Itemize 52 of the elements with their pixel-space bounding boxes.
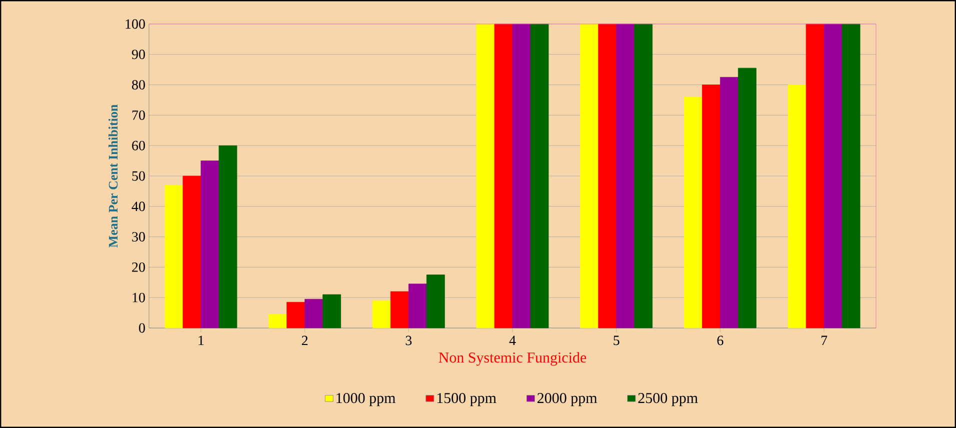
x-tick-label: 6	[717, 336, 724, 346]
bar	[842, 24, 860, 328]
bar	[788, 84, 806, 328]
legend-label: 2000 ppm	[538, 392, 598, 406]
x-axis-title: Non Systemic Fungicide	[438, 352, 586, 366]
bar	[580, 24, 599, 328]
y-tick-label: 80	[132, 80, 145, 90]
y-tick-label: 0	[139, 323, 145, 333]
legend-label: 1500 ppm	[437, 392, 496, 406]
y-tick-label: 10	[132, 292, 145, 302]
bar	[634, 24, 653, 328]
x-tick-label: 5	[614, 336, 620, 346]
bar	[286, 302, 305, 328]
y-tick-label: 40	[132, 202, 145, 212]
bar	[738, 68, 756, 328]
bar	[268, 314, 287, 328]
bar	[476, 24, 495, 328]
bar	[598, 24, 617, 328]
bar	[218, 145, 238, 328]
y-tick-label: 90	[132, 50, 145, 60]
bar	[684, 96, 702, 328]
bar	[720, 76, 738, 328]
x-tick-label: 4	[509, 336, 516, 346]
bar	[322, 294, 341, 328]
bar	[390, 291, 409, 328]
bar	[702, 84, 720, 328]
y-tick-label: 100	[126, 19, 145, 29]
bar	[530, 24, 549, 328]
y-tick-label: 70	[132, 110, 145, 120]
bar	[200, 160, 220, 328]
bar	[164, 184, 184, 328]
legend-label: 1000 ppm	[336, 392, 396, 406]
bar	[616, 24, 635, 328]
y-tick-label: 20	[132, 262, 145, 272]
x-tick-label: 7	[821, 336, 828, 345]
y-tick-label: 60	[132, 140, 145, 150]
legend-label: 2500 ppm	[638, 392, 698, 406]
bar	[512, 24, 531, 328]
bar	[494, 24, 513, 328]
bar	[426, 274, 445, 328]
x-tick-label: 3	[406, 336, 412, 346]
bar	[824, 24, 842, 328]
bar	[372, 300, 391, 328]
y-axis-title: Mean Per Cent Inhibition	[108, 104, 118, 248]
y-tick-label: 50	[132, 171, 145, 181]
bar	[408, 284, 427, 328]
bar	[806, 24, 824, 328]
x-tick-label: 2	[302, 336, 308, 346]
bar	[182, 176, 202, 328]
bar	[304, 298, 323, 328]
x-tick-label: 1	[198, 336, 204, 346]
y-tick-label: 30	[132, 232, 145, 242]
